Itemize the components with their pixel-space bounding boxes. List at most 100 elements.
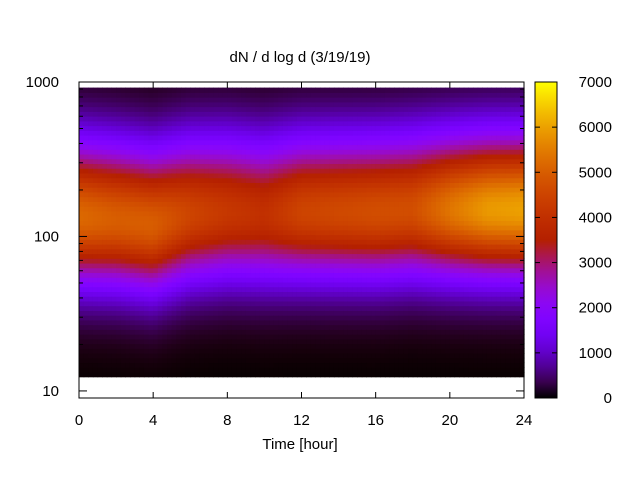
heatmap-cell	[431, 134, 437, 141]
heatmap-cell	[375, 244, 381, 250]
heatmap-cell	[245, 144, 252, 150]
heatmap-cell	[125, 329, 131, 335]
heatmap-cell	[259, 134, 266, 141]
heatmap-cell	[245, 334, 252, 340]
heatmap-cell	[292, 229, 298, 236]
heatmap-cell	[250, 267, 256, 274]
heatmap-cell	[176, 362, 182, 368]
heatmap-cell	[398, 187, 405, 193]
heatmap-cell	[176, 272, 182, 278]
heatmap-cell	[194, 172, 201, 179]
heatmap-cell	[88, 182, 94, 188]
heatmap-cell	[320, 168, 326, 174]
heatmap-cell	[278, 281, 284, 288]
heatmap-cell	[417, 272, 423, 278]
heatmap-cell	[125, 343, 131, 349]
heatmap-cell	[125, 315, 131, 321]
heatmap-cell	[296, 338, 303, 345]
heatmap-cell	[264, 130, 270, 136]
heatmap-cell	[199, 153, 205, 160]
heatmap-cell	[143, 239, 150, 245]
heatmap-cell	[361, 116, 367, 122]
heatmap-cell	[194, 144, 201, 150]
heatmap-cell	[199, 144, 205, 150]
heatmap-cell	[167, 158, 173, 165]
heatmap-cell	[241, 310, 247, 316]
heatmap-cell	[333, 258, 340, 264]
heatmap-cell	[417, 120, 423, 127]
heatmap-cell	[431, 116, 437, 122]
heatmap-cell	[366, 191, 372, 198]
heatmap-cell	[310, 291, 317, 297]
heatmap-cell	[371, 262, 377, 269]
heatmap-cell	[185, 196, 191, 202]
heatmap-cell	[92, 362, 99, 368]
heatmap-cell	[106, 201, 113, 207]
heatmap-cell	[329, 168, 335, 174]
heatmap-cell	[454, 158, 460, 165]
heatmap-cell	[347, 97, 354, 103]
heatmap-cell	[361, 234, 367, 240]
heatmap-cell	[398, 201, 405, 207]
heatmap-cell	[292, 253, 298, 259]
heatmap-cell	[139, 125, 145, 131]
heatmap-cell	[106, 319, 113, 326]
heatmap-cell	[199, 277, 205, 283]
heatmap-cell	[255, 286, 261, 292]
heatmap-cell	[255, 158, 261, 165]
heatmap-cell	[329, 182, 335, 188]
heatmap-cell	[449, 120, 456, 127]
heatmap-cell	[129, 134, 136, 141]
heatmap-cell	[422, 300, 428, 307]
heatmap-cell	[92, 310, 99, 316]
heatmap-cell	[143, 220, 150, 226]
heatmap-cell	[125, 177, 131, 183]
heatmap-cell	[333, 262, 340, 269]
heatmap-cell	[273, 329, 279, 335]
heatmap-cell	[449, 210, 456, 217]
heatmap-cell	[250, 120, 256, 127]
heatmap-cell	[440, 291, 446, 297]
heatmap-cell	[371, 296, 377, 302]
heatmap-cell	[180, 300, 187, 307]
heatmap-cell	[153, 357, 159, 364]
heatmap-cell	[273, 149, 279, 155]
heatmap-cell	[157, 215, 164, 221]
heatmap-cell	[162, 187, 168, 193]
heatmap-cell	[264, 286, 270, 292]
heatmap-cell	[116, 92, 122, 98]
heatmap-cell	[408, 334, 414, 340]
heatmap-cell	[273, 343, 279, 349]
heatmap-cell	[92, 187, 99, 193]
heatmap-cell	[241, 153, 247, 160]
heatmap-cell	[292, 362, 298, 368]
heatmap-cell	[218, 87, 224, 93]
heatmap-cell	[208, 291, 215, 297]
heatmap-cell	[380, 362, 386, 368]
heatmap-cell	[264, 357, 270, 364]
heatmap-cell	[116, 206, 122, 212]
heatmap-cell	[245, 324, 252, 330]
heatmap-cell	[384, 310, 391, 316]
heatmap-cell	[157, 305, 164, 311]
heatmap-cell	[97, 182, 103, 188]
heatmap-cell	[194, 234, 201, 240]
heatmap-cell	[148, 319, 154, 326]
heatmap-cell	[426, 348, 432, 354]
heatmap-cell	[148, 92, 154, 98]
heatmap-cell	[264, 334, 270, 340]
heatmap-cell	[426, 262, 432, 269]
heatmap-cell	[125, 258, 131, 264]
heatmap-cell	[347, 139, 354, 146]
heatmap-cell	[111, 353, 117, 359]
heatmap-cell	[241, 149, 247, 155]
heatmap-cell	[162, 343, 168, 349]
heatmap-cell	[338, 253, 344, 259]
heatmap-cell	[120, 163, 126, 169]
heatmap-cell	[343, 300, 349, 307]
heatmap-cell	[324, 277, 330, 283]
heatmap-cell	[371, 357, 377, 364]
heatmap-cell	[241, 92, 247, 98]
heatmap-cell	[273, 182, 279, 188]
heatmap-cell	[329, 97, 335, 103]
